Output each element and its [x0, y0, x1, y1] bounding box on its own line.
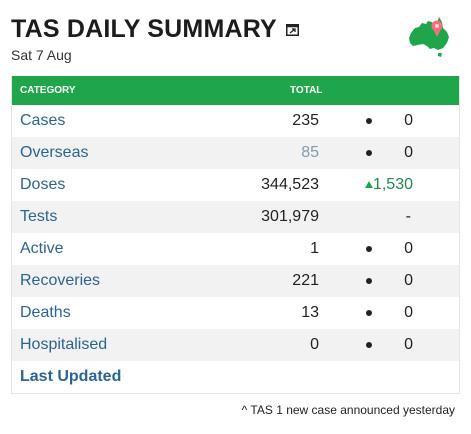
change-value: - [405, 208, 411, 225]
table-row-tests: Tests 301,979 - [12, 201, 459, 233]
title-row: TAS DAILY SUMMARY [11, 14, 461, 44]
category-link[interactable]: Overseas [20, 144, 89, 161]
no-change-dot-icon [364, 308, 373, 317]
category-link[interactable]: Active [20, 240, 64, 257]
category-link[interactable]: Cases [20, 112, 66, 129]
column-header-total: TOTAL [290, 85, 323, 96]
summary-date: Sat 7 Aug [11, 47, 72, 63]
total-value: 235 [292, 112, 319, 129]
no-change-dot-icon [364, 276, 373, 285]
external-window-icon[interactable] [285, 24, 299, 36]
total-value: 0 [310, 336, 319, 353]
table-row-overseas: Overseas 85 0 [12, 137, 459, 169]
category-link[interactable]: Tests [20, 208, 58, 225]
category-link[interactable]: Hospitalised [20, 336, 108, 353]
table-row-cases: Cases 235 0 [12, 105, 459, 137]
total-value: 1 [310, 240, 319, 257]
table-row-recoveries: Recoveries 221 0 [12, 265, 459, 297]
no-change-dot-icon [364, 244, 373, 253]
summary-table: CATEGORY TOTAL Cases 235 0 Overseas 85 0… [11, 76, 460, 394]
no-change-dot-icon [364, 340, 373, 349]
table-row-hospitalised: Hospitalised 0 0 [12, 329, 459, 361]
no-change-dot-icon [364, 116, 373, 125]
table-row-active: Active 1 0 [12, 233, 459, 265]
change-value: 0 [404, 272, 413, 289]
footnote: ^ TAS 1 new case announced yesterday [241, 403, 455, 417]
total-value: 221 [292, 272, 319, 289]
change-value: 0 [404, 144, 413, 161]
summary-header: TAS DAILY SUMMARY Sat 7 Aug [11, 14, 461, 74]
category-link[interactable]: Deaths [20, 304, 71, 321]
change-value: 1,530 [372, 176, 413, 193]
last-updated-link[interactable]: Last Updated [20, 368, 122, 385]
change-value: 0 [404, 304, 413, 321]
table-header: CATEGORY TOTAL [12, 76, 459, 105]
table-row-deaths: Deaths 13 0 [12, 297, 459, 329]
total-value: 344,523 [261, 176, 319, 193]
no-change-dot-icon [364, 148, 373, 157]
total-value: 13 [301, 304, 319, 321]
table-row-last-updated: Last Updated [12, 361, 459, 393]
total-value: 85 [301, 144, 319, 161]
up-arrow-icon [364, 180, 373, 189]
category-link[interactable]: Doses [20, 176, 66, 193]
change-value: 0 [404, 336, 413, 353]
change-value: 0 [404, 240, 413, 257]
total-value: 301,979 [261, 208, 319, 225]
column-header-category: CATEGORY [20, 85, 76, 96]
page-title: TAS DAILY SUMMARY [11, 15, 277, 43]
table-row-doses: Doses 344,523 1,530 [12, 169, 459, 201]
category-link[interactable]: Recoveries [20, 272, 101, 289]
australia-map-icon [409, 17, 449, 57]
change-value: 0 [404, 112, 413, 129]
